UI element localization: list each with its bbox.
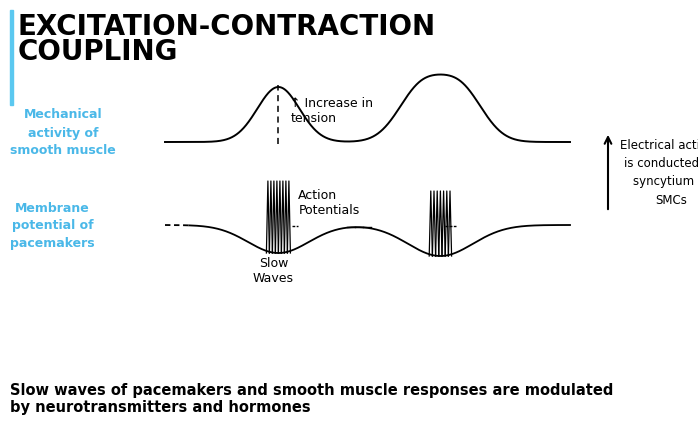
Text: Mechanical
activity of
smooth muscle: Mechanical activity of smooth muscle: [10, 108, 116, 157]
Text: EXCITATION-CONTRACTION: EXCITATION-CONTRACTION: [18, 13, 436, 41]
Text: Electrical activity
is conducted by
syncytium to
SMCs: Electrical activity is conducted by sync…: [620, 139, 698, 206]
Text: Membrane
potential of
pacemakers: Membrane potential of pacemakers: [10, 201, 95, 250]
Text: ↑ Increase in
tension: ↑ Increase in tension: [290, 97, 373, 125]
Bar: [10, 11, 13, 106]
Text: Slow
Waves: Slow Waves: [253, 256, 294, 284]
Text: Action
Potentials: Action Potentials: [299, 189, 359, 216]
Text: COUPLING: COUPLING: [18, 38, 179, 66]
Text: Slow waves of pacemakers and smooth muscle responses are modulated
by neurotrans: Slow waves of pacemakers and smooth musc…: [10, 382, 614, 415]
